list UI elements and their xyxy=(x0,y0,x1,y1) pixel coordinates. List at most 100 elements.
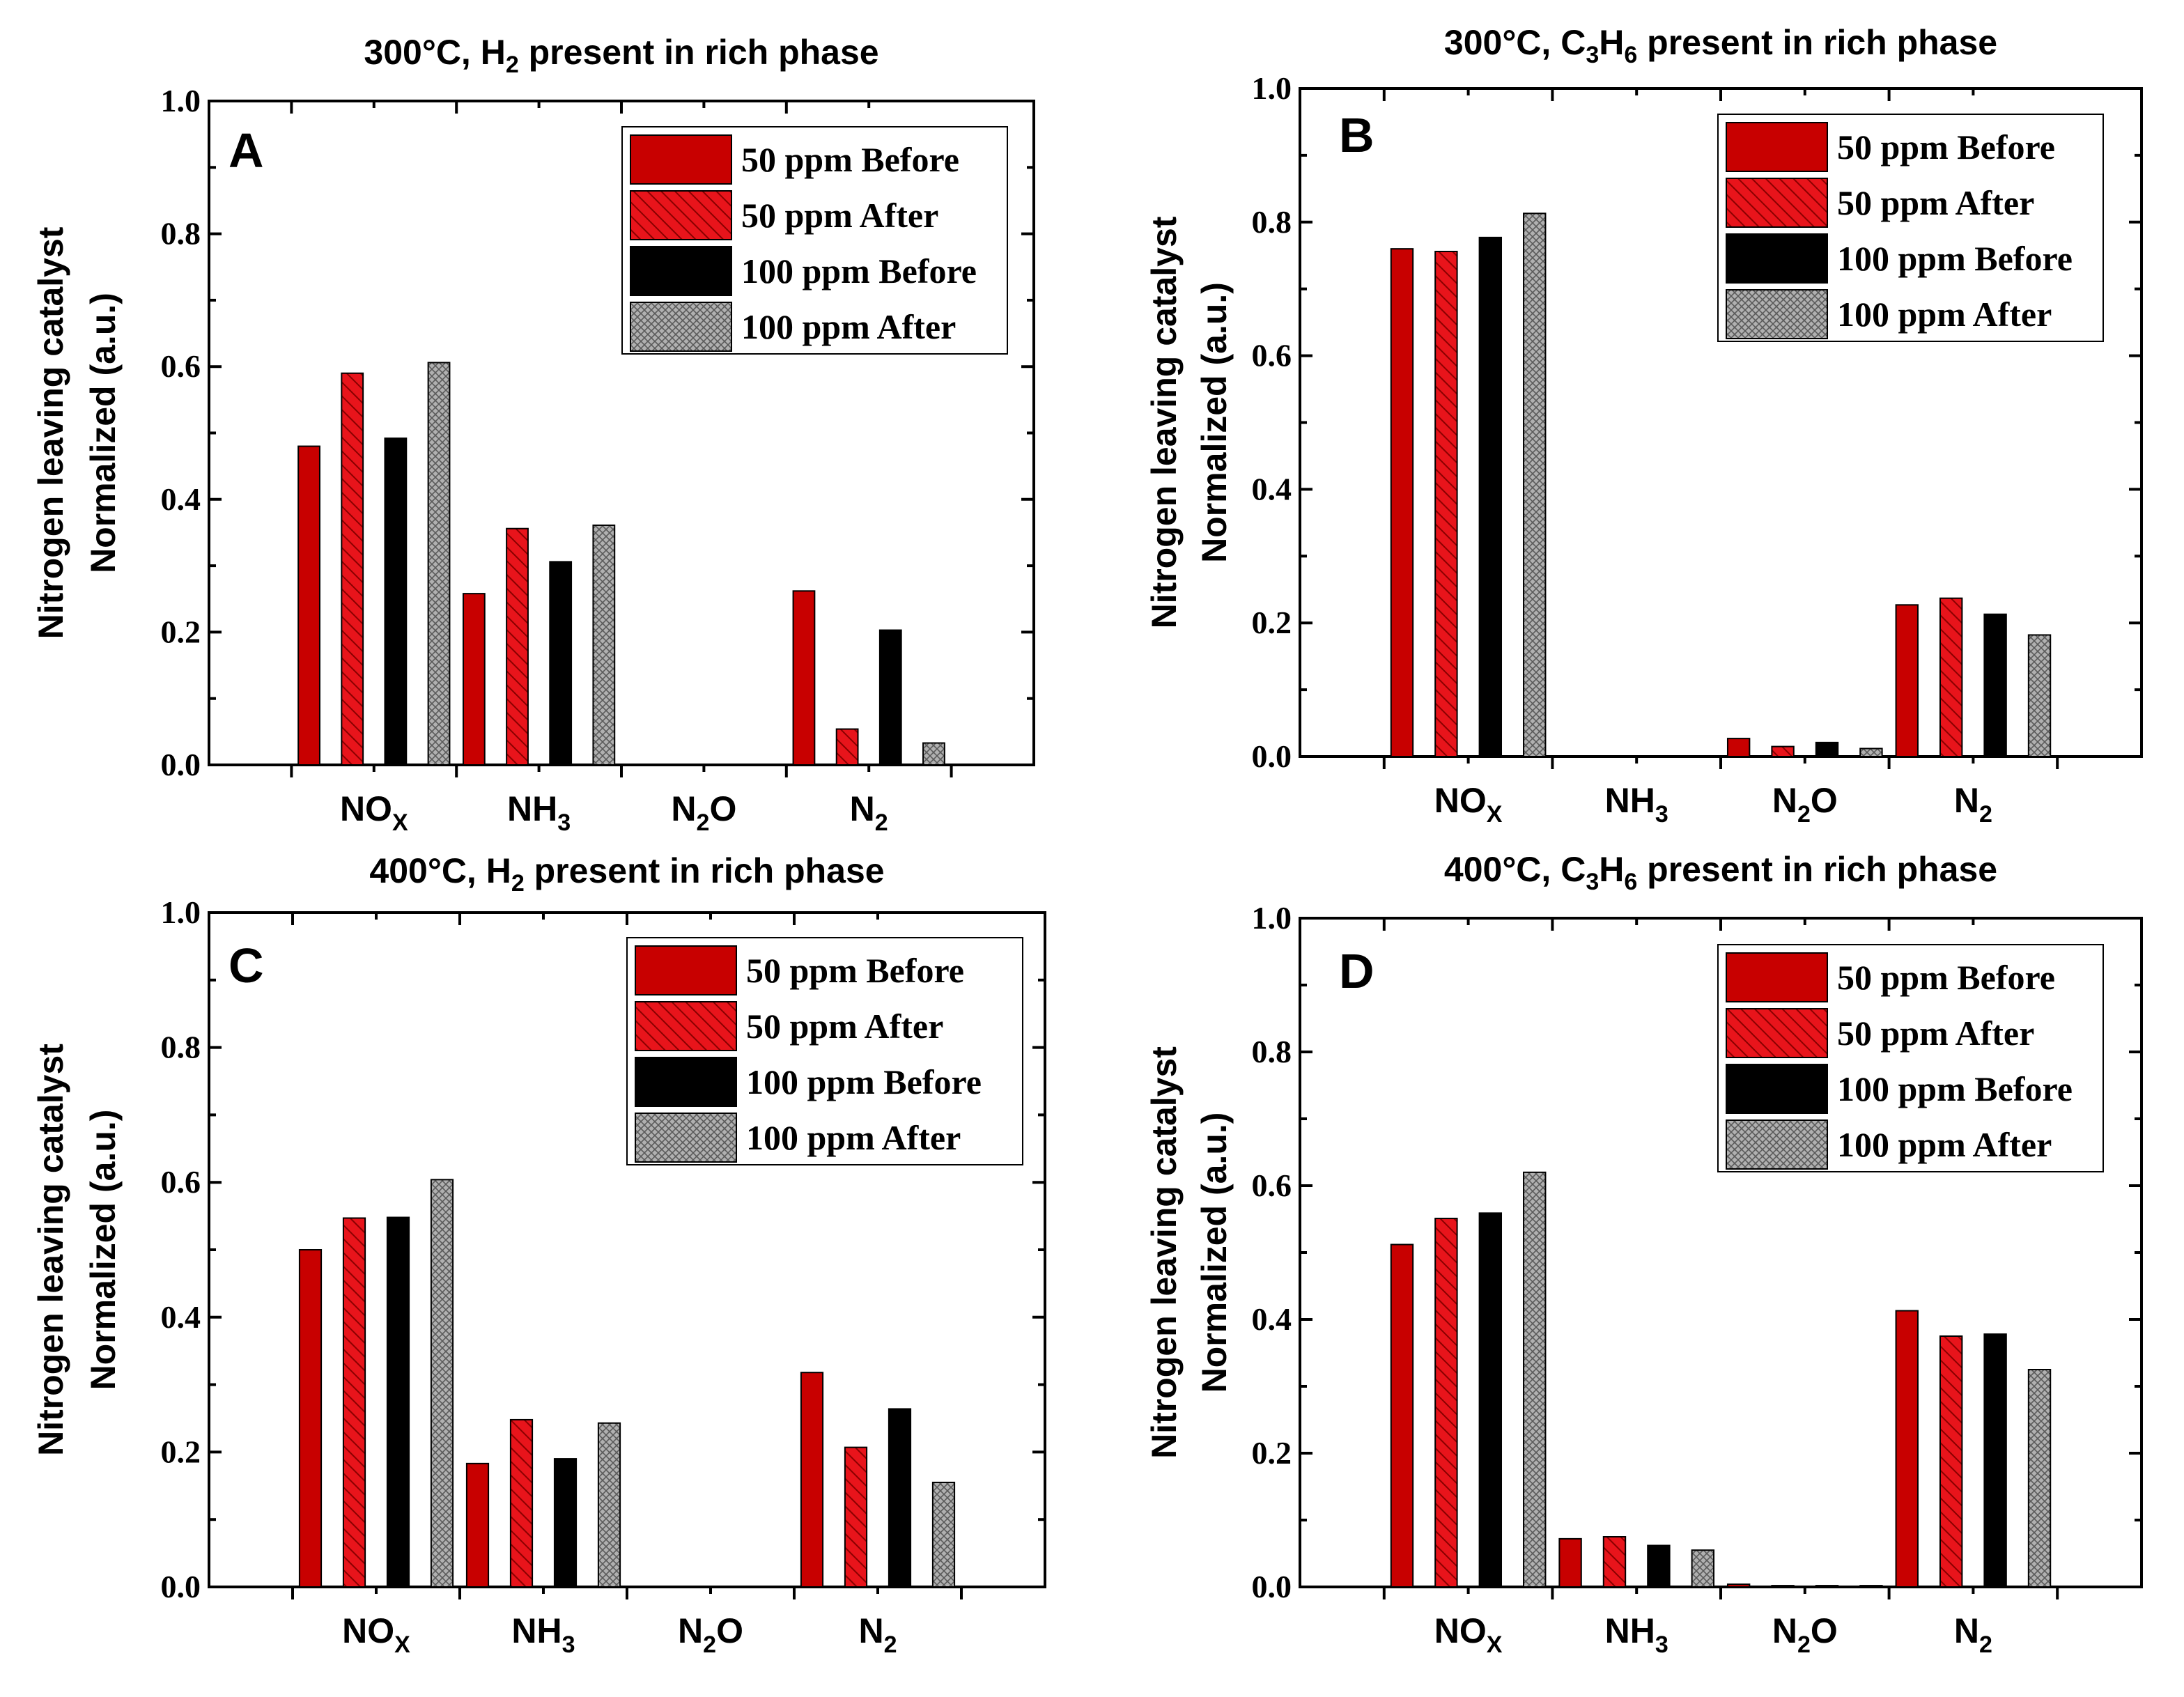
bar-nh3-series-1 xyxy=(465,1462,490,1588)
bar-nox-series-1 xyxy=(1390,248,1414,758)
legend-label-4: 100 ppm After xyxy=(746,1118,961,1157)
bar-n2-series-2 xyxy=(1939,597,1963,757)
legend-label-1: 50 ppm Before xyxy=(1837,958,2055,997)
y-tick-label: 0.4 xyxy=(161,481,201,517)
y-tick-label: 0.0 xyxy=(1252,738,1292,774)
x-tick-label-nh3: NH3 xyxy=(1605,1611,1668,1658)
bar-nox-series-1 xyxy=(1390,1243,1414,1588)
y-tick-label: 0.2 xyxy=(1252,605,1292,640)
y-tick-label: 1.0 xyxy=(1252,70,1292,106)
legend-label-3: 100 ppm Before xyxy=(746,1062,982,1101)
bar-n2o-series-4 xyxy=(1859,747,1883,757)
x-tick-label-nox: NOX xyxy=(1434,781,1503,828)
y-tick-label: 0.6 xyxy=(1252,1168,1292,1203)
legend-label-1: 50 ppm Before xyxy=(741,140,959,179)
y-axis-label-line1: Nitrogen leaving catalyst xyxy=(31,226,70,639)
y-tick-label: 0.6 xyxy=(161,348,201,384)
panel-letter: C xyxy=(229,938,264,993)
bar-nox-series-3 xyxy=(1478,236,1503,757)
chart-title: 300°C, C3H6 present in rich phase xyxy=(1444,23,1997,68)
bar-n2-series-3 xyxy=(878,629,902,766)
bar-nh3-series-1 xyxy=(1558,1537,1582,1588)
bar-nh3-series-1 xyxy=(462,593,486,766)
legend-swatch-3 xyxy=(1726,1064,1828,1114)
panel-letter: A xyxy=(229,123,264,178)
legend-label-3: 100 ppm Before xyxy=(1837,239,2073,278)
chart-panel-c: 400°C, H2 present in rich phase Nitrogen … xyxy=(31,851,1046,1658)
bar-n2o-series-3 xyxy=(1815,741,1839,757)
panel-letter: B xyxy=(1339,108,1374,162)
y-axis-label-line2: Normalized (a.u.) xyxy=(84,1110,123,1390)
bar-nh3-series-4 xyxy=(1691,1549,1715,1588)
x-tick-label-n2: N2 xyxy=(1954,781,1992,828)
legend-label-4: 100 ppm After xyxy=(1837,295,2052,334)
bar-nh3-series-3 xyxy=(549,561,573,766)
legend-label-2: 50 ppm After xyxy=(1837,1014,2034,1053)
y-tick-label: 0.6 xyxy=(1252,338,1292,373)
bar-n2-series-1 xyxy=(800,1372,824,1588)
legend-label-2: 50 ppm After xyxy=(1837,183,2034,222)
bar-nox-series-2 xyxy=(1434,1218,1458,1588)
y-tick-label: 0.8 xyxy=(1252,204,1292,240)
bar-n2o-series-2 xyxy=(1771,1585,1795,1588)
bar-n2o-series-2 xyxy=(1771,745,1795,757)
bar-nox-series-2 xyxy=(341,372,364,766)
y-tick-label: 1.0 xyxy=(1252,900,1292,936)
legend-swatch-4 xyxy=(1726,1119,1828,1170)
x-tick-label-n2o: N2O xyxy=(1772,1611,1838,1658)
bar-nh3-series-2 xyxy=(506,527,529,766)
bar-n2-series-2 xyxy=(1939,1335,1963,1588)
bar-n2-series-3 xyxy=(888,1408,912,1588)
bar-n2o-series-4 xyxy=(1859,1585,1883,1588)
y-axis-label-line2: Normalized (a.u.) xyxy=(1195,282,1234,563)
x-tick-label-n2o: N2O xyxy=(678,1611,743,1658)
legend: 50 ppm Before 50 ppm After 100 ppm Before 1… xyxy=(1717,114,2104,342)
y-tick-label: 0.0 xyxy=(161,1569,201,1604)
legend-swatch-3 xyxy=(1726,233,1828,284)
bar-n2o-series-3 xyxy=(1815,1585,1839,1588)
legend-swatch-4 xyxy=(1726,289,1828,339)
legend-swatch-1 xyxy=(1726,952,1828,1002)
bar-nh3-series-4 xyxy=(592,524,616,766)
y-axis-label-line2: Normalized (a.u.) xyxy=(1195,1113,1234,1393)
y-tick-label: 0.4 xyxy=(1252,1301,1292,1337)
bar-n2o-series-1 xyxy=(1726,738,1751,758)
bar-nox-series-4 xyxy=(430,1179,454,1588)
legend-label-2: 50 ppm After xyxy=(741,196,938,235)
bar-n2-series-2 xyxy=(844,1446,868,1588)
x-tick-label-nox: NOX xyxy=(340,789,408,836)
x-tick-label-nh3: NH3 xyxy=(507,789,571,836)
chart-title: 400°C, C3H6 present in rich phase xyxy=(1444,850,1997,895)
bar-nh3-series-3 xyxy=(1647,1544,1671,1588)
legend: 50 ppm Before 50 ppm After 100 ppm Before 1… xyxy=(626,937,1023,1165)
y-tick-label: 0.4 xyxy=(1252,471,1292,506)
y-axis-label-line2: Normalized (a.u.) xyxy=(84,293,123,573)
bar-nh3-series-2 xyxy=(509,1418,534,1588)
x-tick-label-nox: NOX xyxy=(1434,1611,1503,1658)
y-tick-label: 0.8 xyxy=(161,1030,201,1065)
bar-nox-series-1 xyxy=(297,445,320,766)
bar-nh3-series-2 xyxy=(1602,1536,1627,1588)
bar-nox-series-2 xyxy=(342,1217,366,1588)
legend-swatch-2 xyxy=(1726,178,1828,228)
legend-label-2: 50 ppm After xyxy=(746,1007,943,1046)
legend: 50 ppm Before 50 ppm After 100 ppm Before 1… xyxy=(621,126,1008,355)
legend-swatch-1 xyxy=(1726,122,1828,172)
y-tick-label: 0.4 xyxy=(161,1299,201,1335)
bar-n2-series-3 xyxy=(1983,613,2007,757)
chart-panel-a: 300°C, H2 present in rich phase Nitrogen … xyxy=(31,33,1035,836)
bar-nox-series-2 xyxy=(1434,250,1458,758)
legend-swatch-1 xyxy=(630,134,732,185)
legend-label-3: 100 ppm Before xyxy=(1837,1069,2073,1108)
bar-nox-series-4 xyxy=(427,362,451,766)
legend-swatch-2 xyxy=(1726,1008,1828,1058)
y-tick-label: 0.0 xyxy=(1252,1569,1292,1604)
bar-n2-series-1 xyxy=(1895,604,1919,757)
y-tick-label: 0.2 xyxy=(161,1434,201,1469)
bar-n2-series-4 xyxy=(922,742,945,766)
bar-nox-series-1 xyxy=(298,1249,323,1588)
legend-swatch-2 xyxy=(635,1001,737,1051)
legend-label-1: 50 ppm Before xyxy=(1837,127,2055,166)
bar-nh3-series-4 xyxy=(597,1422,621,1588)
x-tick-label-nh3: NH3 xyxy=(1605,781,1668,828)
